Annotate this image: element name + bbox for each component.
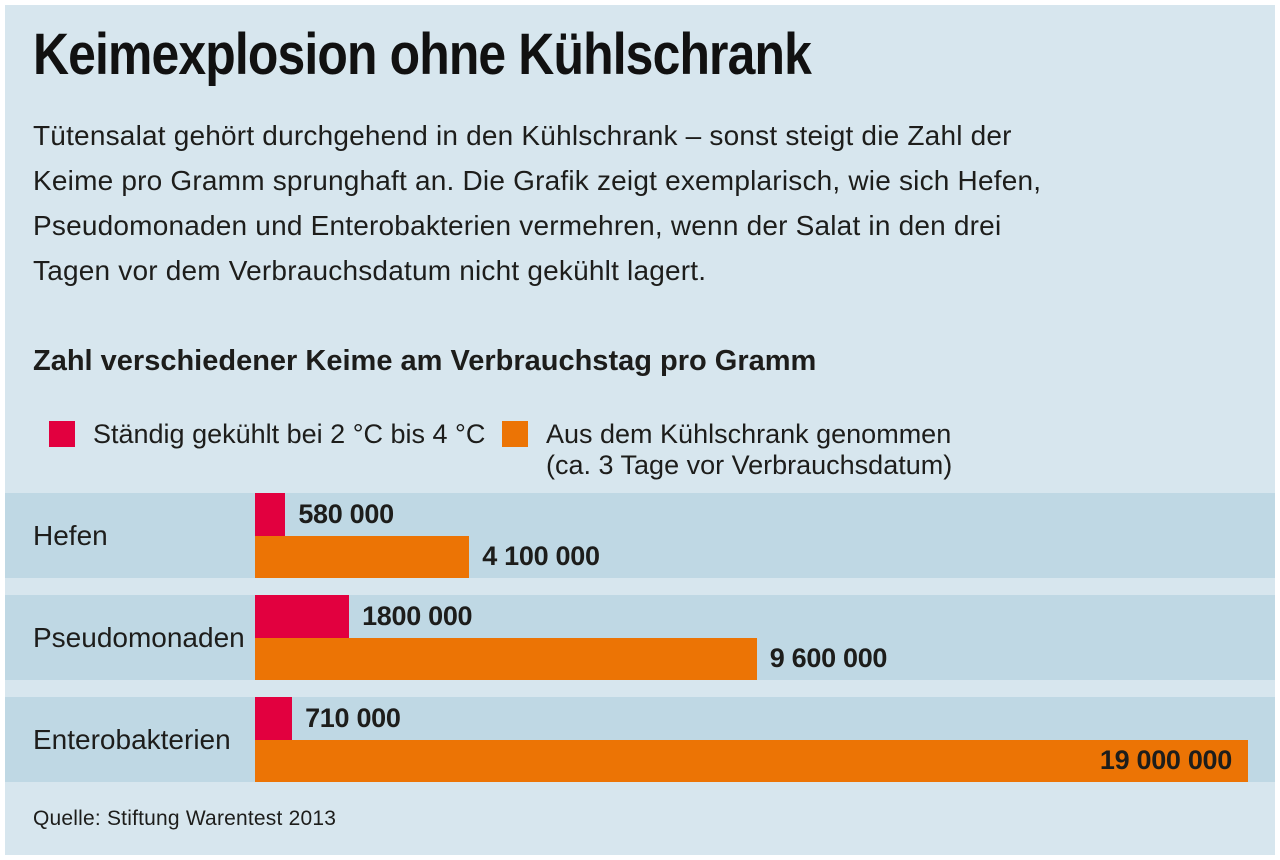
intro-line: Pseudomonaden und Enterobakterien vermeh…: [33, 210, 1002, 241]
infographic-panel: Keimexplosion ohne Kühlschrank Tütensala…: [5, 5, 1275, 855]
cooled-value: 710 000: [305, 702, 401, 733]
uncooled-value: 4 100 000: [482, 541, 600, 572]
legend-item: Ständig gekühlt bei 2 °C bis 4 °C: [49, 419, 485, 450]
chart-row: Hefen 580 000 4 100 000: [5, 493, 1275, 578]
chart-legend: Ständig gekühlt bei 2 °C bis 4 °C Aus de…: [5, 419, 1275, 489]
cooled-bar-track: 1800 000: [255, 595, 1248, 638]
legend-label: Ständig gekühlt bei 2 °C bis 4 °C: [93, 419, 485, 450]
uncooled-bar-track: 19 000 000: [255, 739, 1248, 782]
intro-text: Tütensalat gehört durchgehend in den Küh…: [33, 113, 1243, 293]
bar-chart: Hefen 580 000 4 100 000 Pseudomonaden 18…: [5, 493, 1275, 799]
source-note: Quelle: Stiftung Warentest 2013: [33, 807, 337, 830]
cooled-bar: [255, 697, 293, 740]
uncooled-value: 9 600 000: [769, 643, 888, 674]
uncooled-bar: 19 000 000: [255, 739, 1248, 782]
legend-label-line2: (ca. 3 Tage vor Verbrauchsdatum): [546, 450, 953, 480]
cooled-bar-track: 580 000: [255, 493, 1248, 536]
row-bars: 580 000 4 100 000: [255, 493, 1248, 578]
cooled-value: 1800 000: [362, 600, 473, 631]
row-bars: 710 000 19 000 000: [255, 697, 1248, 782]
cooled-bar: [255, 595, 350, 638]
uncooled-bar: [255, 535, 470, 578]
uncooled-bar-track: 9 600 000: [255, 637, 1248, 680]
row-label: Enterobakterien: [33, 723, 231, 755]
chart-row: Pseudomonaden 1800 000 9 600 000: [5, 595, 1275, 680]
legend-color-swatch: [502, 421, 528, 447]
legend-item: Aus dem Kühlschrank genommen (ca. 3 Tage…: [502, 419, 952, 481]
legend-label-line1: Aus dem Kühlschrank genommen: [546, 419, 952, 449]
legend-color-swatch: [49, 421, 75, 447]
row-bars: 1800 000 9 600 000: [255, 595, 1248, 680]
chart-row: Enterobakterien 710 000 19 000 000: [5, 697, 1275, 782]
page-title: Keimexplosion ohne Kühlschrank: [33, 22, 812, 87]
cooled-bar: [255, 493, 286, 536]
uncooled-value: 19 000 000: [1099, 745, 1232, 776]
uncooled-bar-track: 4 100 000: [255, 535, 1248, 578]
chart-heading: Zahl verschiedener Keime am Verbrauchsta…: [33, 345, 817, 377]
intro-line: Keime pro Gramm sprunghaft an. Die Grafi…: [33, 165, 1042, 196]
intro-line: Tagen vor dem Verbrauchsdatum nicht gekü…: [33, 255, 707, 286]
legend-label: Aus dem Kühlschrank genommen (ca. 3 Tage…: [546, 419, 952, 481]
cooled-value: 580 000: [298, 498, 394, 529]
cooled-bar-track: 710 000: [255, 697, 1248, 740]
legend-label-line1: Ständig gekühlt bei 2 °C bis 4 °C: [93, 419, 486, 449]
row-label: Pseudomonaden: [33, 621, 245, 653]
intro-line: Tütensalat gehört durchgehend in den Küh…: [33, 120, 1012, 151]
row-label: Hefen: [33, 519, 108, 551]
uncooled-bar: [255, 637, 757, 680]
